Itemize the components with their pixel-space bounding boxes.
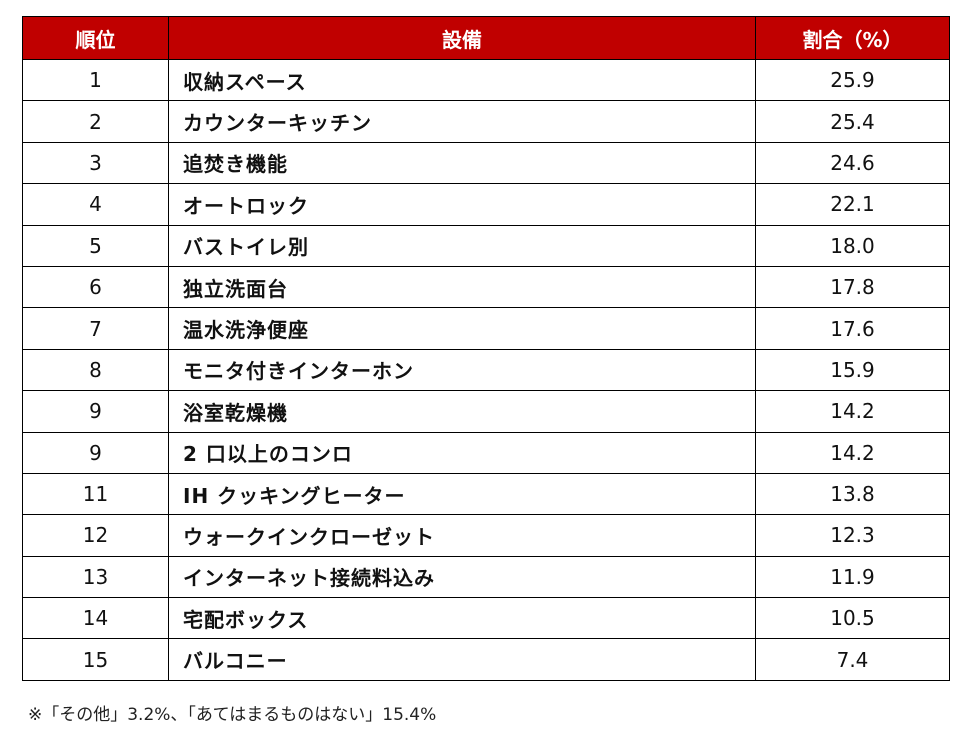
cell-rank: 8: [22, 348, 169, 392]
cell-pct: 10.5: [755, 597, 950, 640]
footnote: ※「その他」3.2%、「あてはまるものはない」15.4%: [28, 705, 437, 725]
cell-pct: 15.9: [755, 348, 950, 392]
header-row: 順位 設備 割合（%）: [22, 16, 950, 60]
cell-rank: 5: [22, 224, 169, 267]
cell-item: 独立洗面台: [168, 265, 756, 309]
cell-pct: 7.4: [755, 638, 950, 681]
cell-pct: 14.2: [755, 431, 950, 474]
cell-item: IH クッキングヒーター: [168, 472, 756, 516]
cell-item: 収納スペース: [168, 58, 756, 102]
cell-item: 浴室乾燥機: [168, 390, 756, 433]
cell-pct: 17.6: [755, 307, 950, 350]
table-row: 4 オートロック 22.1: [22, 183, 950, 226]
header-pct: 割合（%）: [755, 16, 950, 60]
table-row: 15 バルコニー 7.4: [22, 638, 950, 681]
cell-pct: 22.1: [755, 183, 950, 226]
cell-rank: 11: [22, 472, 169, 516]
cell-rank: 6: [22, 265, 169, 309]
cell-rank: 13: [22, 555, 169, 599]
cell-item: 温水洗浄便座: [168, 307, 756, 350]
cell-pct: 12.3: [755, 514, 950, 557]
table-row: 14 宅配ボックス 10.5: [22, 597, 950, 640]
cell-rank: 15: [22, 638, 169, 681]
cell-pct: 17.8: [755, 265, 950, 309]
cell-rank: 2: [22, 100, 169, 143]
cell-item: バルコニー: [168, 638, 756, 681]
cell-item: カウンターキッチン: [168, 100, 756, 143]
table-row: 1 収納スペース 25.9: [22, 58, 950, 102]
ranking-table: 順位 設備 割合（%） 1 収納スペース 25.9 2 カウンターキッチン 25…: [22, 16, 950, 681]
cell-item: 宅配ボックス: [168, 597, 756, 640]
table-row: 13 インターネット接続料込み 11.9: [22, 555, 950, 599]
cell-rank: 12: [22, 514, 169, 557]
cell-rank: 7: [22, 307, 169, 350]
cell-rank: 14: [22, 597, 169, 640]
cell-item: ウォークインクローゼット: [168, 514, 756, 557]
table-header: 順位 設備 割合（%）: [22, 16, 950, 60]
cell-pct: 25.9: [755, 58, 950, 102]
cell-pct: 14.2: [755, 390, 950, 433]
cell-rank: 9: [22, 390, 169, 433]
cell-rank: 3: [22, 141, 169, 185]
table-row: 3 追焚き機能 24.6: [22, 141, 950, 185]
table-row: 6 独立洗面台 17.8: [22, 265, 950, 309]
cell-pct: 25.4: [755, 100, 950, 143]
cell-item: 2 口以上のコンロ: [168, 431, 756, 474]
cell-pct: 11.9: [755, 555, 950, 599]
cell-item: 追焚き機能: [168, 141, 756, 185]
table-row: 2 カウンターキッチン 25.4: [22, 100, 950, 143]
cell-rank: 1: [22, 58, 169, 102]
cell-rank: 4: [22, 183, 169, 226]
table-row: 12 ウォークインクローゼット 12.3: [22, 514, 950, 557]
table-row: 8 モニタ付きインターホン 15.9: [22, 348, 950, 392]
table-row: 5 バストイレ別 18.0: [22, 224, 950, 267]
cell-item: インターネット接続料込み: [168, 555, 756, 599]
ranking-table-container: 順位 設備 割合（%） 1 収納スペース 25.9 2 カウンターキッチン 25…: [22, 16, 950, 681]
header-item: 設備: [168, 16, 756, 60]
cell-rank: 9: [22, 431, 169, 474]
cell-pct: 24.6: [755, 141, 950, 185]
cell-item: モニタ付きインターホン: [168, 348, 756, 392]
cell-pct: 13.8: [755, 472, 950, 516]
table-row: 9 2 口以上のコンロ 14.2: [22, 431, 950, 474]
cell-item: バストイレ別: [168, 224, 756, 267]
cell-item: オートロック: [168, 183, 756, 226]
cell-pct: 18.0: [755, 224, 950, 267]
table-row: 9 浴室乾燥機 14.2: [22, 390, 950, 433]
header-rank: 順位: [22, 16, 169, 60]
table-body: 1 収納スペース 25.9 2 カウンターキッチン 25.4 3 追焚き機能 2…: [22, 58, 950, 681]
table-row: 7 温水洗浄便座 17.6: [22, 307, 950, 350]
table-row: 11 IH クッキングヒーター 13.8: [22, 472, 950, 516]
